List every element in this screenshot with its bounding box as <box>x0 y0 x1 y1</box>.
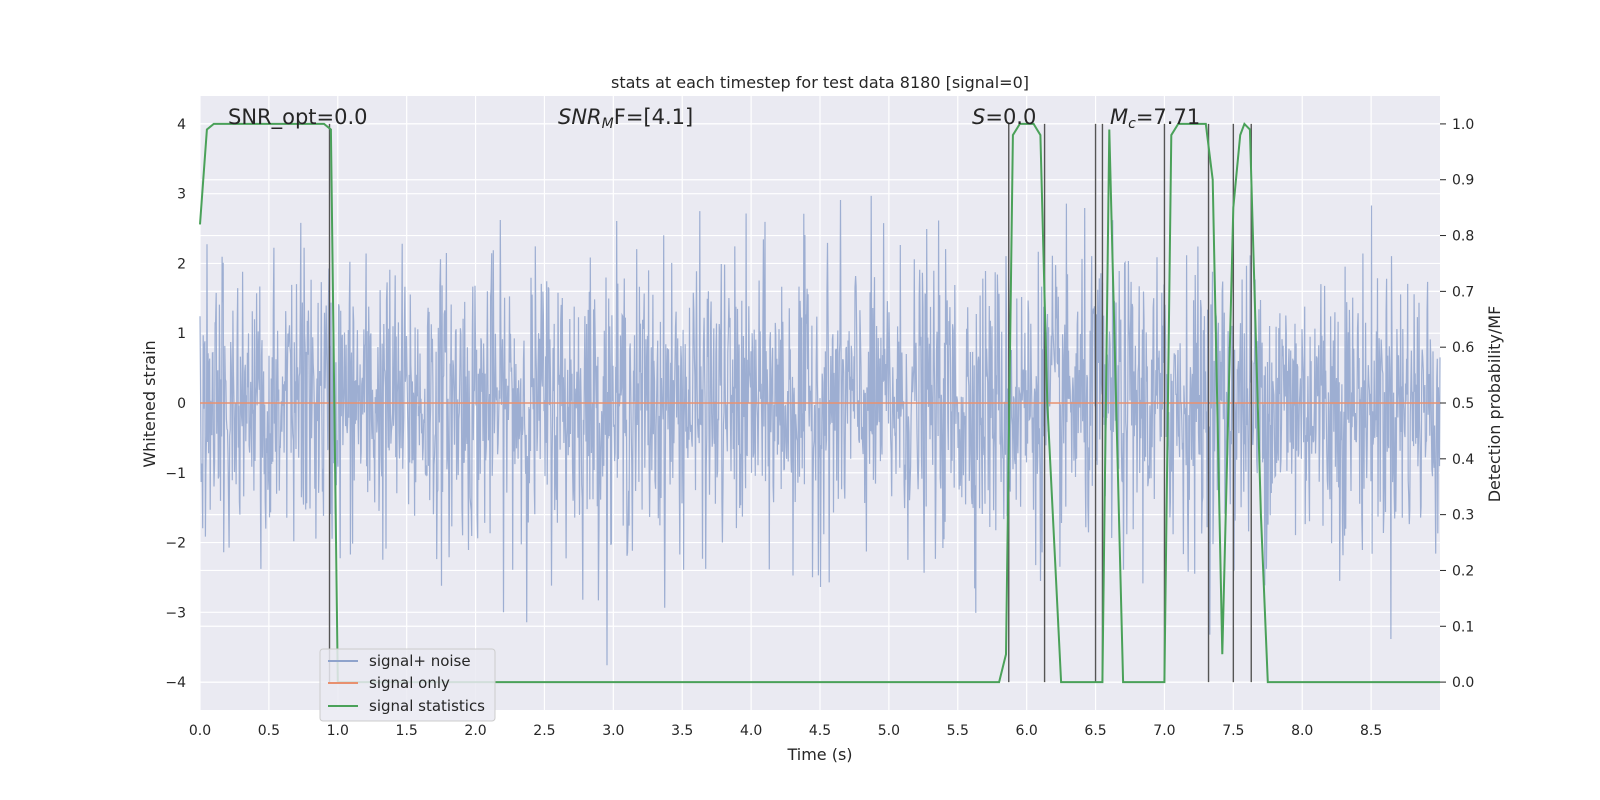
legend-box <box>319 648 496 722</box>
annotation-mc: Mc=7.71 <box>1110 105 1200 132</box>
y-tick-label-right: 0.2 <box>1452 563 1474 579</box>
legend-label-signal-only: signal only <box>369 674 450 692</box>
legend: signal+ noise signal only signal statist… <box>319 648 496 722</box>
y-tick-label-left: −4 <box>165 675 186 691</box>
y-tick-label-left: −3 <box>165 605 186 621</box>
y-axis-label-left: Whitened strain <box>140 340 159 467</box>
y-tick-label-left: 3 <box>177 187 186 203</box>
annotation-s: S=0.0 <box>972 105 1036 129</box>
x-tick-label: 8.0 <box>1291 723 1313 739</box>
x-tick-label: 8.5 <box>1360 723 1382 739</box>
x-tick-labels: 0.0 0.5 1.0 1.5 2.0 2.5 3.0 3.5 4.0 4.5 5.0 5.5 6.0 6… <box>189 723 1382 739</box>
y-tick-label-right: 0.5 <box>1452 396 1474 412</box>
y-tick-label-right: 0.8 <box>1452 229 1474 245</box>
y-tick-labels-left: 4 3 2 1 0 −1 −2 −3 −4 <box>165 117 186 691</box>
chart-title: stats at each timestep for test data 818… <box>611 73 1029 92</box>
annotation-mc-rest: =7.71 <box>1136 105 1200 129</box>
y-tick-label-left: 0 <box>177 396 186 412</box>
y-axis-label-right: Detection probability/MF <box>1485 306 1504 503</box>
x-tick-label: 7.0 <box>1153 723 1175 739</box>
y-tick-label-right: 0.4 <box>1452 452 1474 468</box>
x-tick-label: 1.0 <box>327 723 349 739</box>
y-tick-label-left: 2 <box>177 256 186 272</box>
y-tick-label-left: −1 <box>165 466 186 482</box>
x-tick-label: 6.0 <box>1016 723 1038 739</box>
x-tick-label: 4.5 <box>809 723 831 739</box>
y-tick-label-right: 0.9 <box>1452 173 1474 189</box>
x-tick-label: 0.0 <box>189 723 211 739</box>
annotation-s-main: S <box>972 105 985 129</box>
y-tick-label-left: 1 <box>177 326 186 342</box>
x-tick-label: 6.5 <box>1084 723 1106 739</box>
y-tick-label-right: 0.7 <box>1452 284 1474 300</box>
annotation-snr-mf-main: SNR <box>558 105 602 129</box>
y-tick-label-right: 0.3 <box>1452 508 1474 524</box>
annotation-mc-main: M <box>1110 105 1128 129</box>
annotation-snr-mf-rest: F=[4.1] <box>614 105 693 129</box>
annotation-mc-sub: c <box>1128 116 1136 132</box>
annotation-snr-mf: SNRMF=[4.1] <box>558 105 693 132</box>
annotation-snr-opt: SNR_opt=0.0 <box>228 105 368 130</box>
x-tick-label: 0.5 <box>258 723 280 739</box>
x-tick-label: 2.5 <box>533 723 555 739</box>
signal-statistics-line <box>199 122 1440 684</box>
x-tick-label: 1.5 <box>396 723 418 739</box>
x-tick-label: 7.5 <box>1222 723 1244 739</box>
series-signal-statistics <box>199 122 1440 684</box>
x-axis-label: Time (s) <box>786 745 852 764</box>
y-tick-label-right: 0.1 <box>1452 619 1474 635</box>
y-tick-label-left: −2 <box>165 536 186 552</box>
annotation-snr-mf-sub: M <box>602 116 614 132</box>
y-tick-label-right: 0.6 <box>1452 340 1474 356</box>
x-tick-label: 2.0 <box>464 723 486 739</box>
x-tick-label: 3.5 <box>671 723 693 739</box>
y-tick-label-left: 4 <box>177 117 186 133</box>
legend-label-signal-statistics: signal statistics <box>369 697 485 715</box>
x-tick-label: 4.0 <box>740 723 762 739</box>
annotation-s-rest: =0.0 <box>985 105 1036 129</box>
x-tick-label: 5.5 <box>947 723 969 739</box>
y-tick-label-right: 0.0 <box>1452 675 1474 691</box>
y-tick-label-right: 1.0 <box>1452 117 1474 133</box>
x-tick-label: 5.0 <box>878 723 900 739</box>
legend-label-signal-plus-noise: signal+ noise <box>369 652 471 670</box>
x-tick-label: 3.0 <box>602 723 624 739</box>
y-tick-labels-right: 1.0 0.9 0.8 0.7 0.6 0.5 0.4 0.3 0.2 0.1 0.0 <box>1440 117 1474 691</box>
